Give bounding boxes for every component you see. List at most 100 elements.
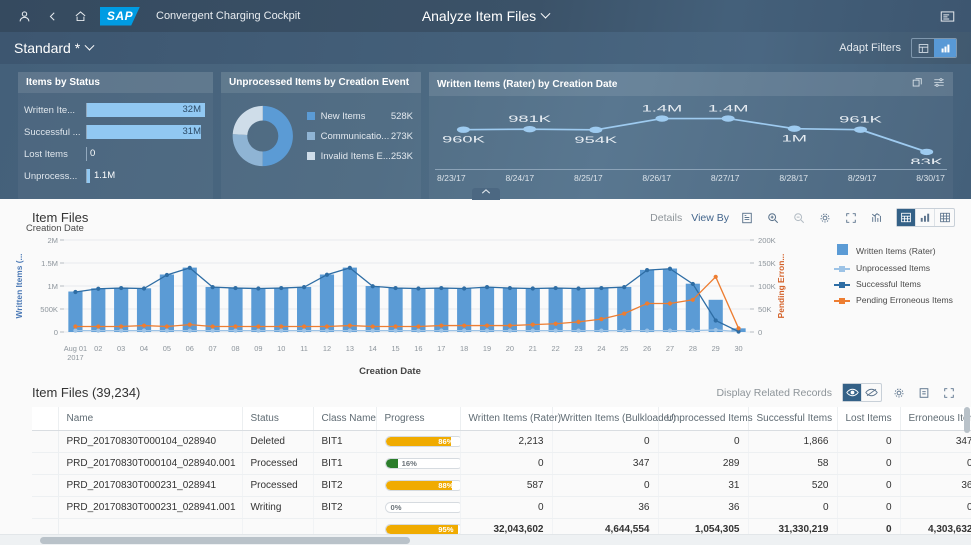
- column-header-class-name[interactable]: Class Name: [313, 407, 377, 431]
- chart-line-point[interactable]: [622, 328, 627, 333]
- chart-line-point[interactable]: [347, 328, 352, 333]
- table-view-icon[interactable]: [935, 209, 954, 226]
- chart-legend-item[interactable]: Unprocessed Items: [834, 263, 953, 273]
- chart-line-point[interactable]: [622, 285, 627, 290]
- chart-line-point[interactable]: [302, 285, 307, 290]
- chart-bar[interactable]: [182, 267, 197, 332]
- chart-line-point[interactable]: [713, 274, 718, 279]
- chart-legend-item[interactable]: Written Items (Rater): [834, 244, 953, 257]
- chart-line-point[interactable]: [484, 323, 490, 328]
- app-title-dropdown[interactable]: Analyze Item Files: [422, 8, 551, 24]
- table-row[interactable]: PRD_20170830T000231_028941 Processed BIT2 8…: [32, 474, 971, 497]
- donut-legend-item[interactable]: New Items 528K: [306, 111, 413, 122]
- chart-line-point[interactable]: [599, 317, 604, 322]
- chart-bar[interactable]: [159, 274, 174, 333]
- column-header-name[interactable]: Name: [58, 407, 243, 431]
- chart-line-point[interactable]: [164, 324, 169, 329]
- mini-line-point[interactable]: [655, 115, 669, 122]
- chart-line-point[interactable]: [553, 321, 558, 326]
- chart-line-point[interactable]: [324, 272, 330, 277]
- column-header-status[interactable]: Status: [242, 407, 314, 431]
- column-header-unprocessed[interactable]: Unprocessed Items: [658, 407, 753, 431]
- horizontal-scrollbar[interactable]: [0, 534, 971, 545]
- status-bar-row[interactable]: Successful ... 31M: [24, 121, 205, 143]
- zoom-out-icon[interactable]: [790, 209, 807, 226]
- chart-line-point[interactable]: [462, 323, 467, 328]
- card-items-by-status[interactable]: Items by Status Written Ite... 32M Success…: [18, 72, 213, 199]
- chart-line-point[interactable]: [347, 323, 352, 328]
- zoom-in-icon[interactable]: [764, 209, 781, 226]
- chart-bar[interactable]: [205, 286, 220, 332]
- combined-chart-icon[interactable]: [897, 209, 916, 226]
- chart-line-point[interactable]: [645, 301, 650, 306]
- eye-hide-icon[interactable]: [862, 384, 881, 401]
- chart-bar[interactable]: [479, 286, 495, 332]
- variant-selector[interactable]: Standard *: [14, 40, 95, 56]
- chart-bar[interactable]: [388, 287, 403, 332]
- chart-line-point[interactable]: [302, 328, 307, 333]
- chart-line-point[interactable]: [530, 328, 535, 333]
- chart-line-point[interactable]: [393, 324, 398, 329]
- donut-slice[interactable]: [232, 105, 263, 136]
- chart-line-point[interactable]: [439, 328, 444, 333]
- chart-line-point[interactable]: [599, 328, 604, 333]
- chart-line-point[interactable]: [347, 265, 352, 270]
- chart-line-point[interactable]: [484, 328, 490, 333]
- chart-legend-item[interactable]: Successful Items: [834, 279, 953, 289]
- chart-line-point[interactable]: [324, 328, 330, 333]
- collapse-header-button[interactable]: [471, 188, 500, 200]
- donut-slice[interactable]: [232, 134, 263, 167]
- chart-line-point[interactable]: [530, 286, 535, 291]
- settings-gear-icon[interactable]: [816, 209, 833, 226]
- mini-line-chart[interactable]: 960K 981K 954K 1.4M 1.4M 1M 961K 83K: [435, 98, 947, 167]
- chart-line-point[interactable]: [210, 324, 215, 329]
- chart-bar[interactable]: [68, 291, 83, 332]
- bar-chart-icon[interactable]: [916, 209, 935, 226]
- chart-line-point[interactable]: [187, 265, 192, 270]
- chart-line-point[interactable]: [667, 328, 673, 333]
- drill-down-icon[interactable]: [868, 209, 885, 226]
- chart-bar[interactable]: [502, 287, 517, 332]
- chart-bar[interactable]: [114, 287, 129, 332]
- chart-line-point[interactable]: [370, 328, 375, 333]
- chart-line-point[interactable]: [210, 285, 215, 290]
- mini-line-point[interactable]: [854, 126, 868, 133]
- chart-line-point[interactable]: [576, 319, 581, 324]
- chart-bar[interactable]: [342, 267, 357, 332]
- chart-line-point[interactable]: [119, 285, 124, 291]
- chart-line-point[interactable]: [279, 324, 284, 329]
- sap-logo[interactable]: SAP: [100, 6, 140, 26]
- donut-legend-item[interactable]: Invalid Items E... 253K: [306, 151, 413, 162]
- row-select-cell[interactable]: [32, 496, 59, 519]
- chart-bar[interactable]: [274, 287, 289, 332]
- main-chart[interactable]: 0 500K 1M 1.5M 2M 0 50K 100K 150K 200K Written Ite…: [10, 234, 828, 342]
- chart-bar[interactable]: [319, 274, 335, 333]
- chart-line-point[interactable]: [141, 328, 147, 333]
- chart-line-point[interactable]: [119, 324, 124, 329]
- chart-line-point[interactable]: [324, 324, 330, 329]
- chart-line-point[interactable]: [73, 289, 78, 295]
- status-bar-row[interactable]: Lost Items 0: [24, 143, 205, 165]
- status-bar-row[interactable]: Unprocess... 1.1M: [24, 165, 205, 187]
- chart-line-point[interactable]: [416, 286, 421, 291]
- chart-line-point[interactable]: [164, 272, 169, 278]
- chart-bar[interactable]: [136, 288, 152, 332]
- chart-bar[interactable]: [571, 288, 586, 332]
- chart-line-point[interactable]: [667, 301, 673, 306]
- chart-line-point[interactable]: [713, 318, 718, 323]
- table-vertical-scrollbar[interactable]: [964, 407, 970, 433]
- chart-bar[interactable]: [228, 287, 243, 332]
- mini-line-point[interactable]: [787, 125, 801, 132]
- chart-line-point[interactable]: [393, 285, 398, 291]
- column-header-lost[interactable]: Lost Items: [837, 407, 901, 431]
- chart-bar[interactable]: [251, 288, 266, 332]
- donut-slice[interactable]: [262, 105, 293, 167]
- chart-line-point[interactable]: [690, 328, 695, 333]
- legend-icon[interactable]: [738, 209, 755, 226]
- chart-line-point[interactable]: [416, 328, 421, 333]
- row-select-cell[interactable]: [32, 474, 59, 497]
- chart-line-point[interactable]: [645, 268, 650, 273]
- display-related-records-label[interactable]: Display Related Records: [716, 386, 832, 399]
- chart-line-point[interactable]: [530, 322, 535, 327]
- row-select-cell[interactable]: [32, 452, 59, 475]
